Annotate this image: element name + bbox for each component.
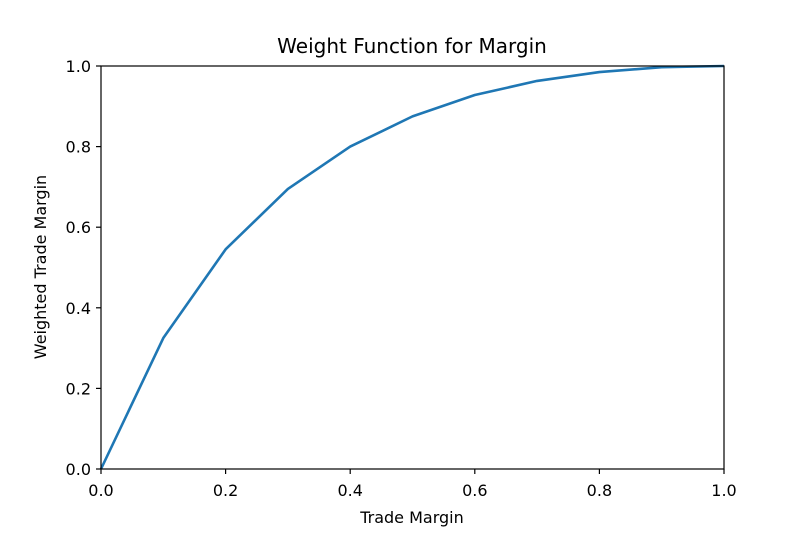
x-tick-label: 0.2 — [213, 481, 238, 500]
y-tick-label: 0.6 — [66, 218, 91, 237]
plot-area — [101, 66, 724, 469]
y-tick-label: 0.4 — [66, 299, 91, 318]
plot-frame — [100, 65, 725, 470]
y-tick-label: 0.0 — [66, 460, 91, 479]
chart-title: Weight Function for Margin — [277, 34, 547, 58]
x-tick-label: 0.0 — [88, 481, 113, 500]
series-line — [99, 64, 725, 470]
x-tick-label: 1.0 — [711, 481, 736, 500]
y-axis-label: Weighted Trade Margin — [31, 175, 50, 359]
x-tick-label: 0.6 — [462, 481, 487, 500]
y-tick-label: 0.2 — [66, 379, 91, 398]
x-axis-label: Trade Margin — [359, 508, 464, 527]
y-tick-label: 0.8 — [66, 138, 91, 157]
x-tick-label: 0.8 — [587, 481, 612, 500]
y-tick-label: 1.0 — [66, 57, 91, 76]
data-lines — [99, 64, 725, 470]
x-axis: 0.0 0.2 0.4 0.6 0.8 1.0 — [88, 469, 737, 500]
x-tick-label: 0.4 — [337, 481, 362, 500]
y-axis: 0.0 0.2 0.4 0.6 0.8 1.0 — [66, 57, 101, 479]
